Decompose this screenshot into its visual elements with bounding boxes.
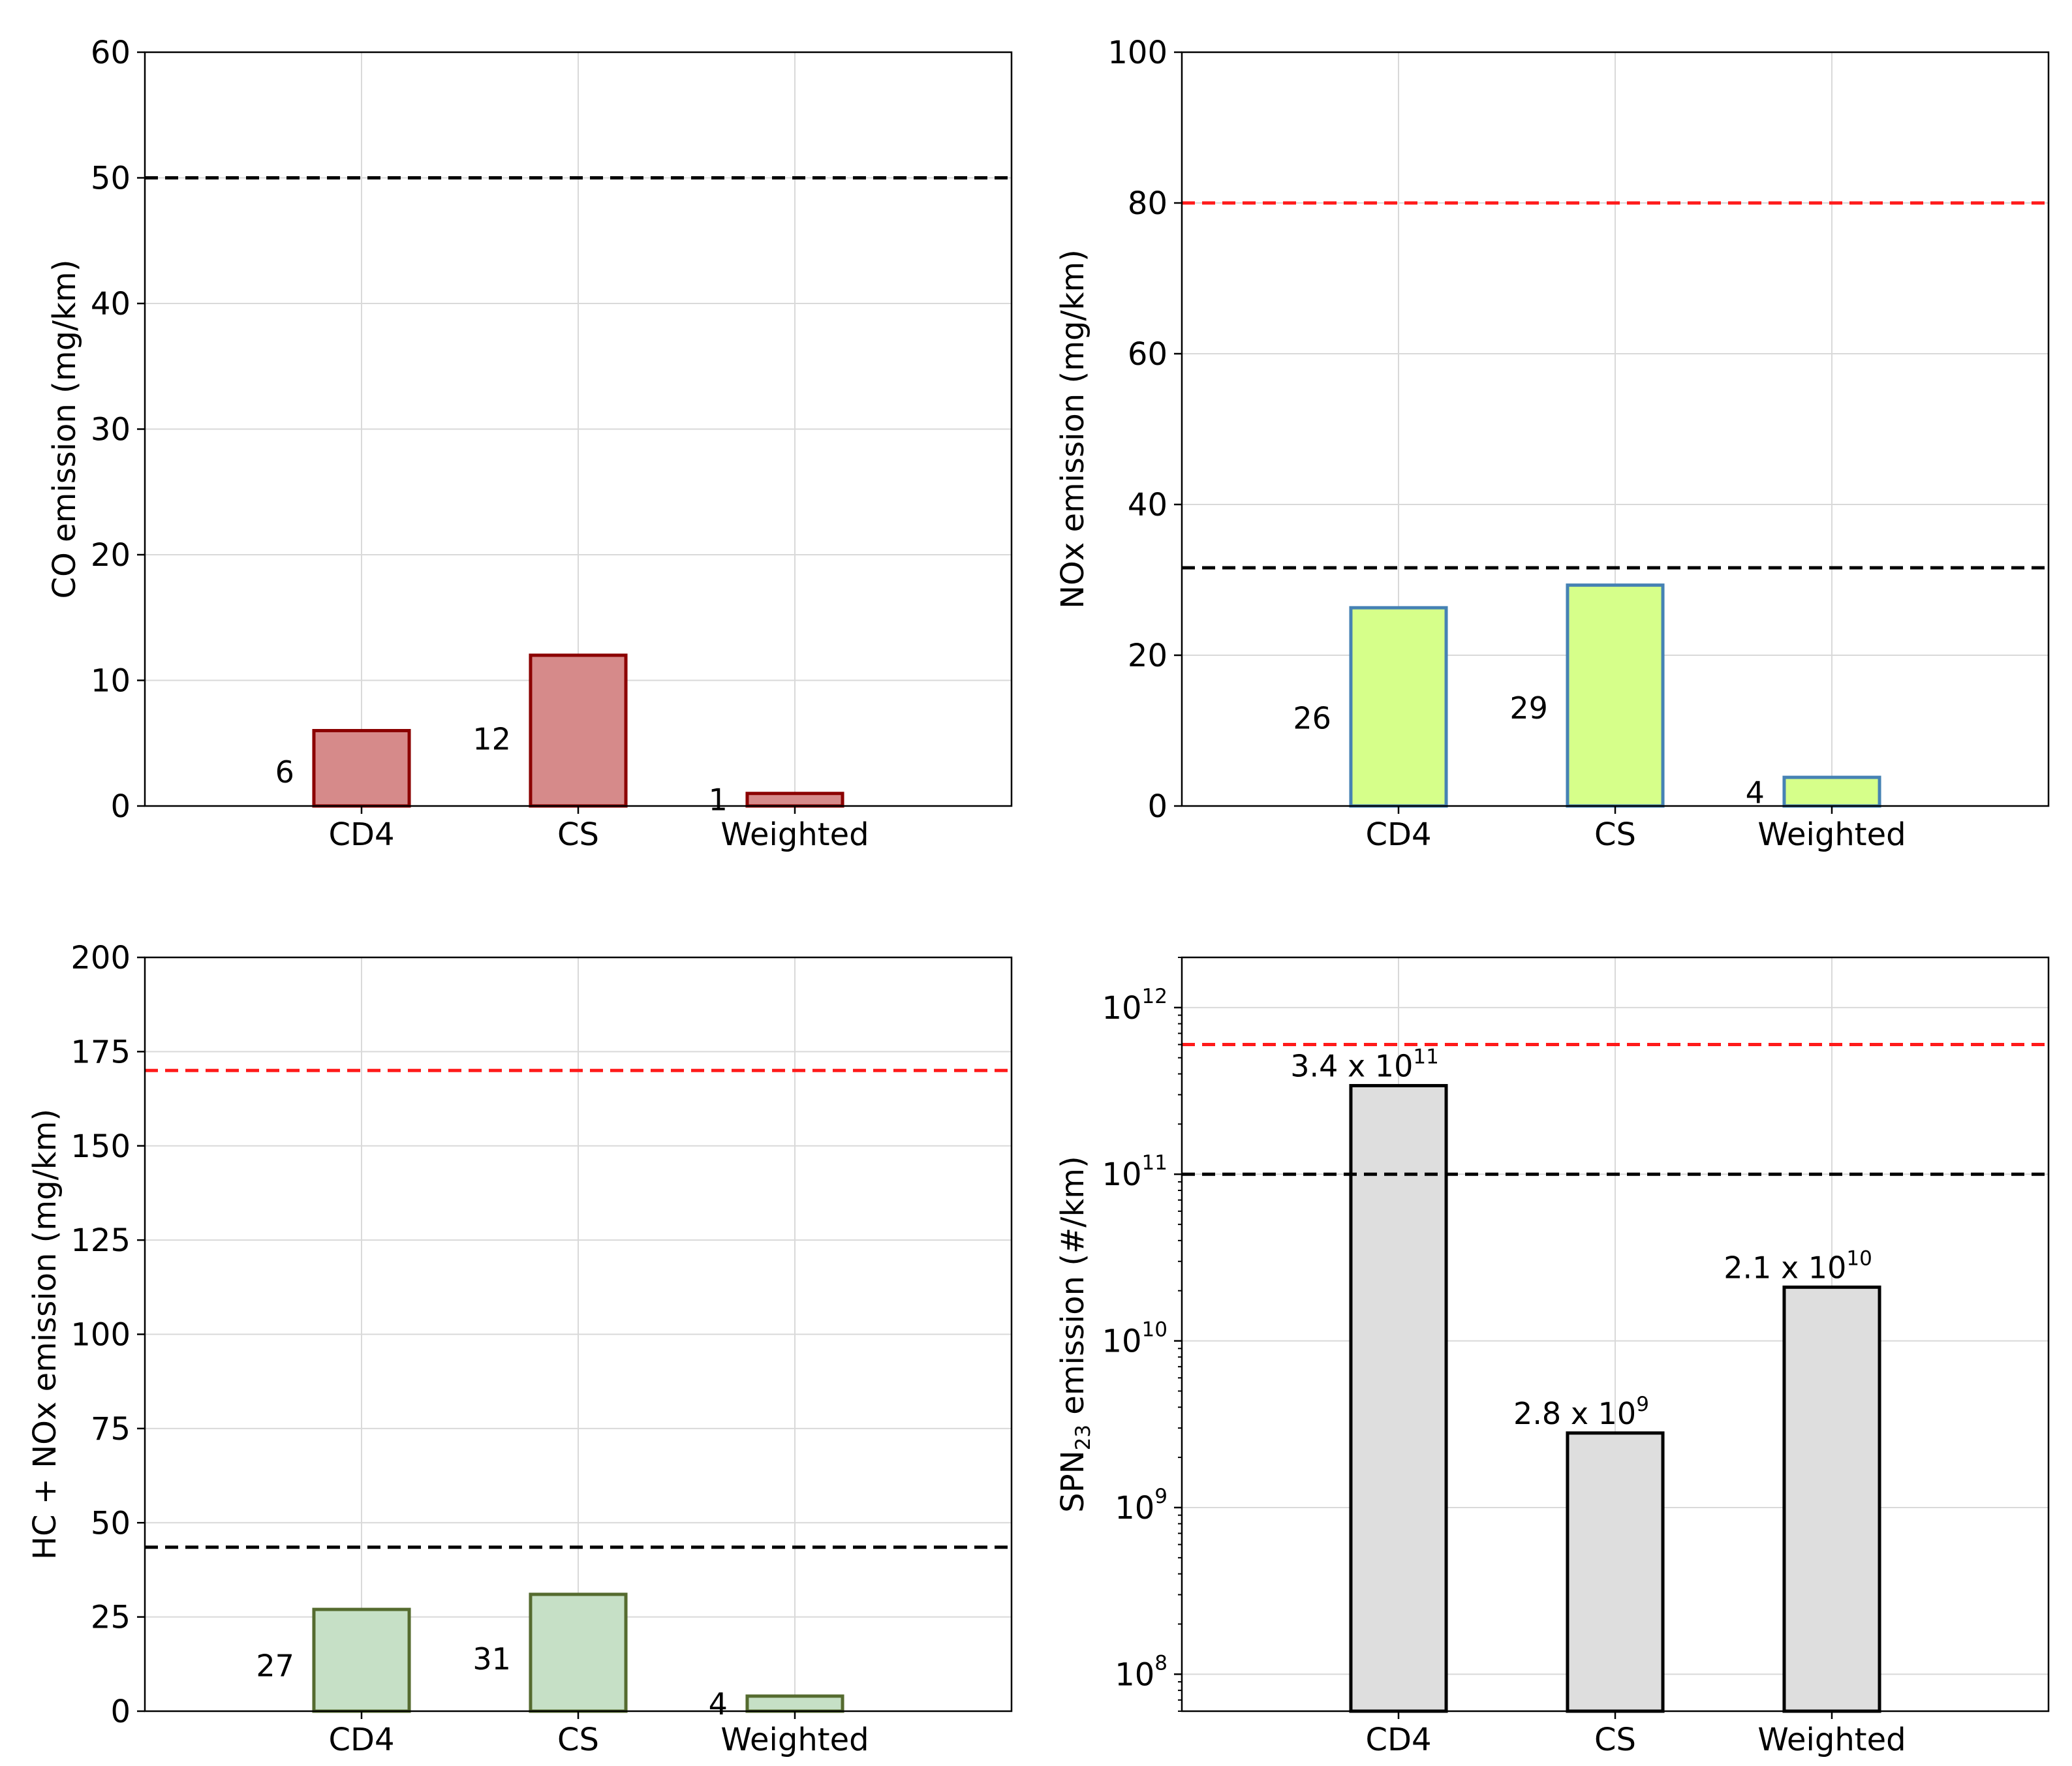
y-tick-exponent: 10: [1142, 1318, 1167, 1342]
value-label: 3.4 x 1011: [1290, 1046, 1439, 1084]
value-label-mantissa: 2.1 x 10: [1724, 1250, 1846, 1285]
y-tick-base: 10: [1102, 990, 1141, 1027]
bar-cd4: [1349, 1084, 1448, 1713]
y-tick-exponent: 9: [1154, 1485, 1167, 1508]
x-tick-label-cd4: CD4: [328, 816, 394, 853]
x-tick-label-cd4: CD4: [1365, 816, 1431, 853]
y-tick-label: 40: [91, 286, 131, 322]
bar-cd4: [312, 729, 411, 808]
y-axis-label-rest: emission (#/km): [1055, 1156, 1091, 1425]
x-tick-label-cs: CS: [1594, 816, 1636, 853]
y-tick-label: 100: [70, 1317, 131, 1354]
y-tick-label: 25: [91, 1600, 131, 1636]
bar-cs: [1566, 583, 1665, 808]
y-axis-label: SPN23 emission (#/km): [1055, 1156, 1095, 1512]
bar-cd4: [312, 1607, 411, 1713]
value-label: 4: [709, 1686, 728, 1722]
x-tick-label-cs: CS: [557, 1722, 599, 1758]
y-tick-exponent: 12: [1142, 985, 1167, 1008]
y-tick-label: 10: [91, 663, 131, 700]
bar-cs: [529, 1592, 628, 1713]
x-tick-label-weighted: Weighted: [720, 1722, 869, 1758]
value-label-exponent: 10: [1846, 1247, 1872, 1270]
x-tick-label-cs: CS: [1594, 1722, 1636, 1758]
y-tick-label: 60: [1128, 336, 1167, 373]
y-tick-label: 0: [1147, 788, 1167, 825]
y-tick-label: 50: [91, 161, 131, 197]
y-tick-label: 40: [1128, 487, 1167, 523]
y-tick-label: 175: [70, 1034, 131, 1070]
x-tick-label-cd4: CD4: [1365, 1722, 1431, 1758]
value-label: 27: [256, 1648, 294, 1683]
y-tick-label: 1010: [1102, 1318, 1167, 1360]
y-tick-label: 30: [91, 412, 131, 448]
value-label: 2.8 x 109: [1513, 1393, 1649, 1431]
value-label: 1: [709, 782, 728, 818]
x-tick-label-weighted: Weighted: [720, 816, 869, 853]
value-label: 31: [472, 1641, 511, 1677]
y-tick-label: 50: [91, 1505, 131, 1541]
x-tick-label-cd4: CD4: [328, 1722, 394, 1758]
y-tick-label: 1011: [1102, 1151, 1167, 1193]
y-axis-label-main: SPN: [1055, 1450, 1091, 1512]
y-tick-label: 20: [1128, 638, 1167, 674]
x-tick-label-weighted: Weighted: [1757, 1722, 1906, 1758]
y-axis-label: CO emission (mg/km): [46, 260, 83, 599]
bar-weighted: [1782, 1285, 1881, 1713]
value-label-exponent: 9: [1636, 1393, 1649, 1416]
y-tick-exponent: 11: [1142, 1151, 1167, 1175]
y-tick-label: 150: [70, 1128, 131, 1165]
bar-cd4: [1349, 606, 1448, 808]
value-label: 6: [275, 754, 294, 790]
y-axis-label-sub: 23: [1072, 1425, 1095, 1450]
y-tick-base: 10: [1115, 1490, 1154, 1526]
y-tick-label: 108: [1115, 1651, 1167, 1693]
bar-cs: [529, 653, 628, 808]
y-tick-label: 20: [91, 537, 131, 574]
bar-weighted: [745, 792, 844, 808]
y-tick-label: 60: [91, 35, 131, 71]
y-tick-label: 109: [1115, 1485, 1167, 1526]
value-label: 12: [472, 721, 511, 756]
bar-weighted: [745, 1694, 844, 1713]
value-label-mantissa: 3.4 x 10: [1290, 1049, 1413, 1084]
y-tick-label: 125: [70, 1222, 131, 1259]
y-tick-base: 10: [1102, 1324, 1141, 1360]
y-tick-base: 10: [1102, 1156, 1141, 1193]
value-label: 4: [1746, 775, 1765, 811]
y-axis-label: NOx emission (mg/km): [1055, 249, 1091, 609]
y-tick-label: 0: [110, 788, 131, 825]
bar-cs: [1566, 1431, 1665, 1713]
y-tick-label: 80: [1128, 185, 1167, 222]
value-label: 29: [1509, 690, 1548, 726]
y-tick-exponent: 8: [1154, 1651, 1167, 1675]
y-tick-label: 100: [1107, 35, 1167, 71]
y-tick-label: 200: [70, 940, 131, 976]
value-label: 2.1 x 1010: [1724, 1247, 1872, 1285]
bar-weighted: [1782, 775, 1881, 808]
y-tick-label: 1012: [1102, 985, 1167, 1027]
value-label-exponent: 11: [1413, 1046, 1438, 1069]
y-tick-label: 0: [110, 1694, 131, 1730]
y-axis-label: HC + NOx emission (mg/km): [27, 1109, 63, 1560]
y-tick-base: 10: [1115, 1656, 1154, 1693]
value-label: 26: [1293, 700, 1331, 736]
value-label-mantissa: 2.8 x 10: [1513, 1396, 1636, 1431]
y-tick-label: 75: [91, 1411, 131, 1448]
x-tick-label-cs: CS: [557, 816, 599, 853]
x-tick-label-weighted: Weighted: [1757, 816, 1906, 853]
chart-3: 27 31 4 0 25 50 75 100 125 150 175 200 CD4 CS Weighted…: [27, 940, 1013, 1758]
